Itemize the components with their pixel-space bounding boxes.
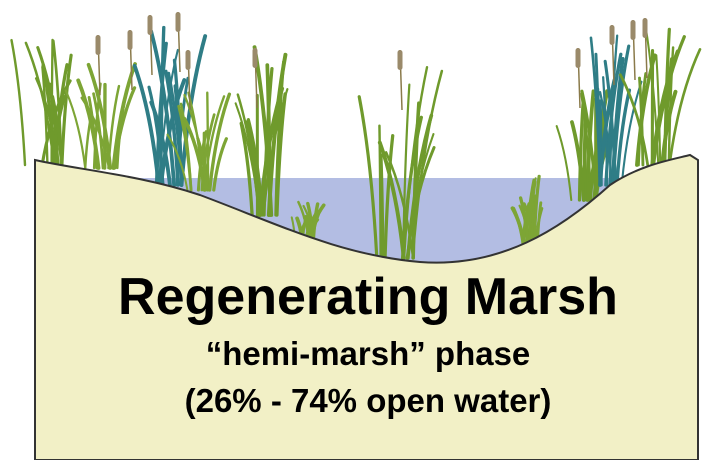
ground — [34, 153, 699, 460]
grass-blade — [172, 58, 184, 187]
grass-blade — [10, 38, 27, 167]
grass-blade — [384, 151, 415, 260]
grass-blade — [175, 76, 190, 187]
cattail — [127, 30, 133, 50]
grass-blade — [60, 53, 73, 167]
grass-blade — [667, 46, 675, 167]
grass-blade — [619, 73, 650, 167]
subtitle: “hemi-marsh” phase — [206, 335, 531, 372]
grass-blade — [149, 29, 177, 187]
grass-blade — [208, 92, 232, 192]
grass-blade — [266, 52, 288, 217]
caption: (26% - 74% open water) — [185, 382, 552, 419]
title: Regenerating Marsh — [118, 268, 618, 326]
grass-blade — [577, 102, 585, 202]
grass-blade — [555, 125, 573, 202]
cattail — [642, 18, 648, 38]
cattail — [630, 20, 636, 40]
cattail — [147, 15, 153, 35]
grass-blade — [524, 178, 536, 247]
grass-blade — [620, 80, 643, 187]
grass-blade — [51, 95, 63, 167]
grass-blade — [154, 41, 168, 187]
grass-blade — [615, 88, 632, 187]
cattail — [95, 35, 101, 55]
grass-blade — [258, 86, 285, 217]
grass-blade — [580, 89, 598, 202]
grass-blade — [636, 72, 648, 167]
grass-blade — [212, 137, 228, 192]
grass-blade — [107, 84, 121, 170]
grass-blade — [383, 134, 395, 260]
grass-blade — [64, 89, 87, 170]
grass-blade — [377, 140, 406, 260]
grass-blade — [239, 121, 254, 217]
grass-blade — [41, 65, 49, 167]
grass-blade — [655, 54, 662, 167]
grass-blade — [40, 79, 72, 167]
grass-blade — [83, 111, 93, 170]
cattail — [185, 50, 191, 70]
grass-blade — [357, 95, 379, 260]
grass-blade — [80, 96, 111, 170]
cattail — [175, 12, 181, 32]
grass-blade — [177, 104, 193, 192]
grass-blade — [166, 133, 189, 192]
grass-blade — [651, 35, 686, 167]
cattail — [397, 50, 403, 70]
cattail — [609, 25, 615, 45]
cattail — [252, 48, 258, 68]
grass-blade — [378, 124, 382, 260]
grass-blade — [411, 69, 444, 260]
grass-blade — [668, 47, 702, 167]
back-grass — [10, 11, 702, 260]
grass-blade — [262, 67, 274, 217]
grass-blade — [402, 66, 429, 260]
grass-blade — [92, 92, 105, 170]
grass-blade — [379, 153, 385, 260]
grass-blade — [660, 89, 678, 167]
grass-blade — [158, 78, 187, 187]
grass-blade — [302, 204, 316, 242]
grass-blade — [603, 59, 618, 187]
grass-blade — [608, 34, 619, 187]
grass-blade — [50, 38, 54, 167]
cattail — [575, 48, 581, 68]
grass-blade — [527, 177, 537, 247]
grass-blade — [598, 78, 617, 187]
